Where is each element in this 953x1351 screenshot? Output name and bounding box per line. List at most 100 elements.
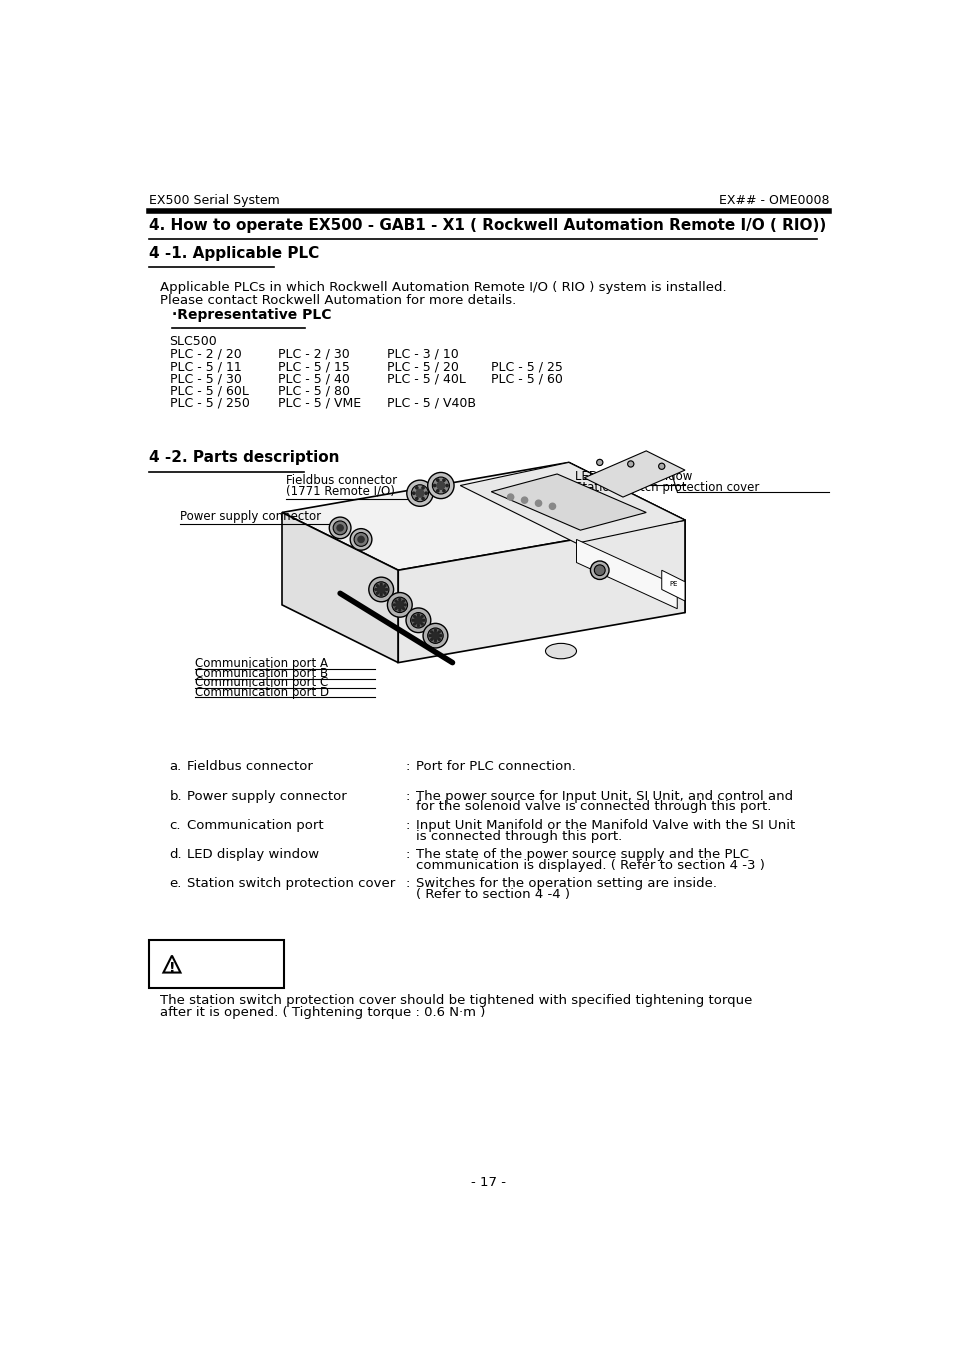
- Circle shape: [387, 593, 412, 617]
- Circle shape: [380, 584, 382, 585]
- Circle shape: [434, 640, 436, 642]
- Text: Station switch protection cover: Station switch protection cover: [575, 481, 759, 494]
- Text: !: !: [169, 961, 175, 975]
- Text: :: :: [406, 848, 410, 861]
- Circle shape: [375, 589, 376, 590]
- Ellipse shape: [545, 643, 576, 659]
- Text: The state of the power source supply and the PLC: The state of the power source supply and…: [416, 848, 748, 861]
- Circle shape: [596, 459, 602, 466]
- Circle shape: [436, 482, 444, 489]
- Circle shape: [416, 489, 423, 497]
- Circle shape: [393, 604, 395, 605]
- Circle shape: [412, 492, 415, 494]
- Text: is connected through this port.: is connected through this port.: [416, 830, 621, 843]
- Text: Port for PLC connection.: Port for PLC connection.: [416, 761, 576, 773]
- Text: PLC - 3 / 10: PLC - 3 / 10: [386, 347, 457, 361]
- Text: 4 -1. Applicable PLC: 4 -1. Applicable PLC: [149, 246, 318, 261]
- Circle shape: [395, 600, 396, 603]
- Circle shape: [437, 639, 439, 640]
- Text: EX500 Serial System: EX500 Serial System: [149, 195, 279, 208]
- Circle shape: [427, 628, 443, 643]
- Circle shape: [436, 489, 438, 492]
- Circle shape: [376, 592, 378, 594]
- Polygon shape: [568, 462, 684, 612]
- Text: for the solenoid valve is connected through this port.: for the solenoid valve is connected thro…: [416, 800, 771, 813]
- Circle shape: [430, 631, 432, 632]
- Text: LED display window: LED display window: [187, 848, 319, 861]
- Circle shape: [376, 585, 378, 586]
- Text: - 17 -: - 17 -: [471, 1177, 506, 1189]
- Circle shape: [402, 608, 404, 609]
- Circle shape: [433, 485, 436, 486]
- Text: Communication port D: Communication port D: [195, 686, 329, 698]
- Circle shape: [350, 528, 372, 550]
- Text: The station switch protection cover should be tightened with specified tightenin: The station switch protection cover shou…: [159, 994, 751, 1006]
- Circle shape: [380, 594, 382, 596]
- Text: Applicable PLCs in which Rockwell Automation Remote I/O ( RIO ) system is instal: Applicable PLCs in which Rockwell Automa…: [159, 281, 725, 295]
- Text: e.: e.: [170, 877, 182, 890]
- Circle shape: [507, 494, 513, 500]
- Text: Switches for the operation setting are inside.: Switches for the operation setting are i…: [416, 877, 717, 890]
- Text: ·Representative PLC: ·Representative PLC: [172, 308, 331, 322]
- Circle shape: [411, 485, 428, 501]
- Text: LED display window: LED display window: [575, 470, 692, 484]
- Circle shape: [535, 500, 541, 507]
- Circle shape: [432, 477, 449, 494]
- Circle shape: [422, 619, 424, 621]
- Circle shape: [395, 608, 396, 609]
- Text: Communication port: Communication port: [187, 819, 324, 832]
- Text: 4. How to operate EX500 - GAB1 - X1 ( Rockwell Automation Remote I/O ( RIO)): 4. How to operate EX500 - GAB1 - X1 ( Ro…: [149, 218, 825, 232]
- Circle shape: [521, 497, 527, 503]
- Text: Fieldbus connector: Fieldbus connector: [286, 474, 396, 486]
- Circle shape: [421, 623, 423, 626]
- Text: Power supply connector: Power supply connector: [179, 511, 320, 523]
- Text: Input Unit Manifold or the Manifold Valve with the SI Unit: Input Unit Manifold or the Manifold Valv…: [416, 819, 795, 832]
- Text: PLC - 5 / 60L: PLC - 5 / 60L: [170, 385, 248, 397]
- Text: SLC500: SLC500: [170, 335, 217, 349]
- Circle shape: [369, 577, 394, 601]
- Circle shape: [436, 480, 438, 481]
- Circle shape: [594, 565, 604, 576]
- Circle shape: [421, 497, 424, 500]
- Circle shape: [417, 613, 419, 616]
- Circle shape: [329, 517, 351, 539]
- Circle shape: [590, 561, 608, 580]
- Text: PLC - 5 / 15: PLC - 5 / 15: [278, 359, 350, 373]
- Text: Power supply connector: Power supply connector: [187, 790, 347, 802]
- Text: :: :: [406, 790, 410, 802]
- Circle shape: [412, 619, 414, 621]
- Circle shape: [385, 589, 387, 590]
- Circle shape: [414, 623, 416, 626]
- Circle shape: [549, 503, 555, 509]
- Circle shape: [658, 463, 664, 469]
- Circle shape: [416, 497, 417, 500]
- Text: Fieldbus connector: Fieldbus connector: [187, 761, 313, 773]
- Circle shape: [434, 630, 436, 631]
- Polygon shape: [163, 955, 180, 973]
- Circle shape: [445, 485, 448, 486]
- Circle shape: [421, 616, 423, 617]
- Polygon shape: [576, 539, 677, 609]
- Polygon shape: [583, 451, 684, 497]
- Text: PLC - 5 / 25: PLC - 5 / 25: [491, 359, 562, 373]
- Text: :: :: [406, 761, 410, 773]
- Circle shape: [431, 632, 439, 639]
- Circle shape: [357, 536, 364, 543]
- Circle shape: [377, 585, 385, 593]
- Circle shape: [429, 635, 431, 636]
- Text: PLC - 5 / V40B: PLC - 5 / V40B: [386, 397, 476, 409]
- Circle shape: [415, 616, 422, 624]
- Polygon shape: [282, 462, 684, 570]
- Circle shape: [402, 600, 404, 603]
- Circle shape: [439, 635, 441, 636]
- Text: PLC - 5 / 30: PLC - 5 / 30: [170, 373, 241, 385]
- Circle shape: [422, 623, 447, 648]
- Text: :: :: [406, 877, 410, 890]
- Text: :: :: [406, 819, 410, 832]
- Text: EX## - OME0008: EX## - OME0008: [718, 195, 828, 208]
- Circle shape: [392, 597, 407, 612]
- Circle shape: [421, 486, 424, 489]
- Text: PLC - 5 / 40L: PLC - 5 / 40L: [386, 373, 465, 385]
- Circle shape: [442, 480, 445, 481]
- Circle shape: [333, 521, 347, 535]
